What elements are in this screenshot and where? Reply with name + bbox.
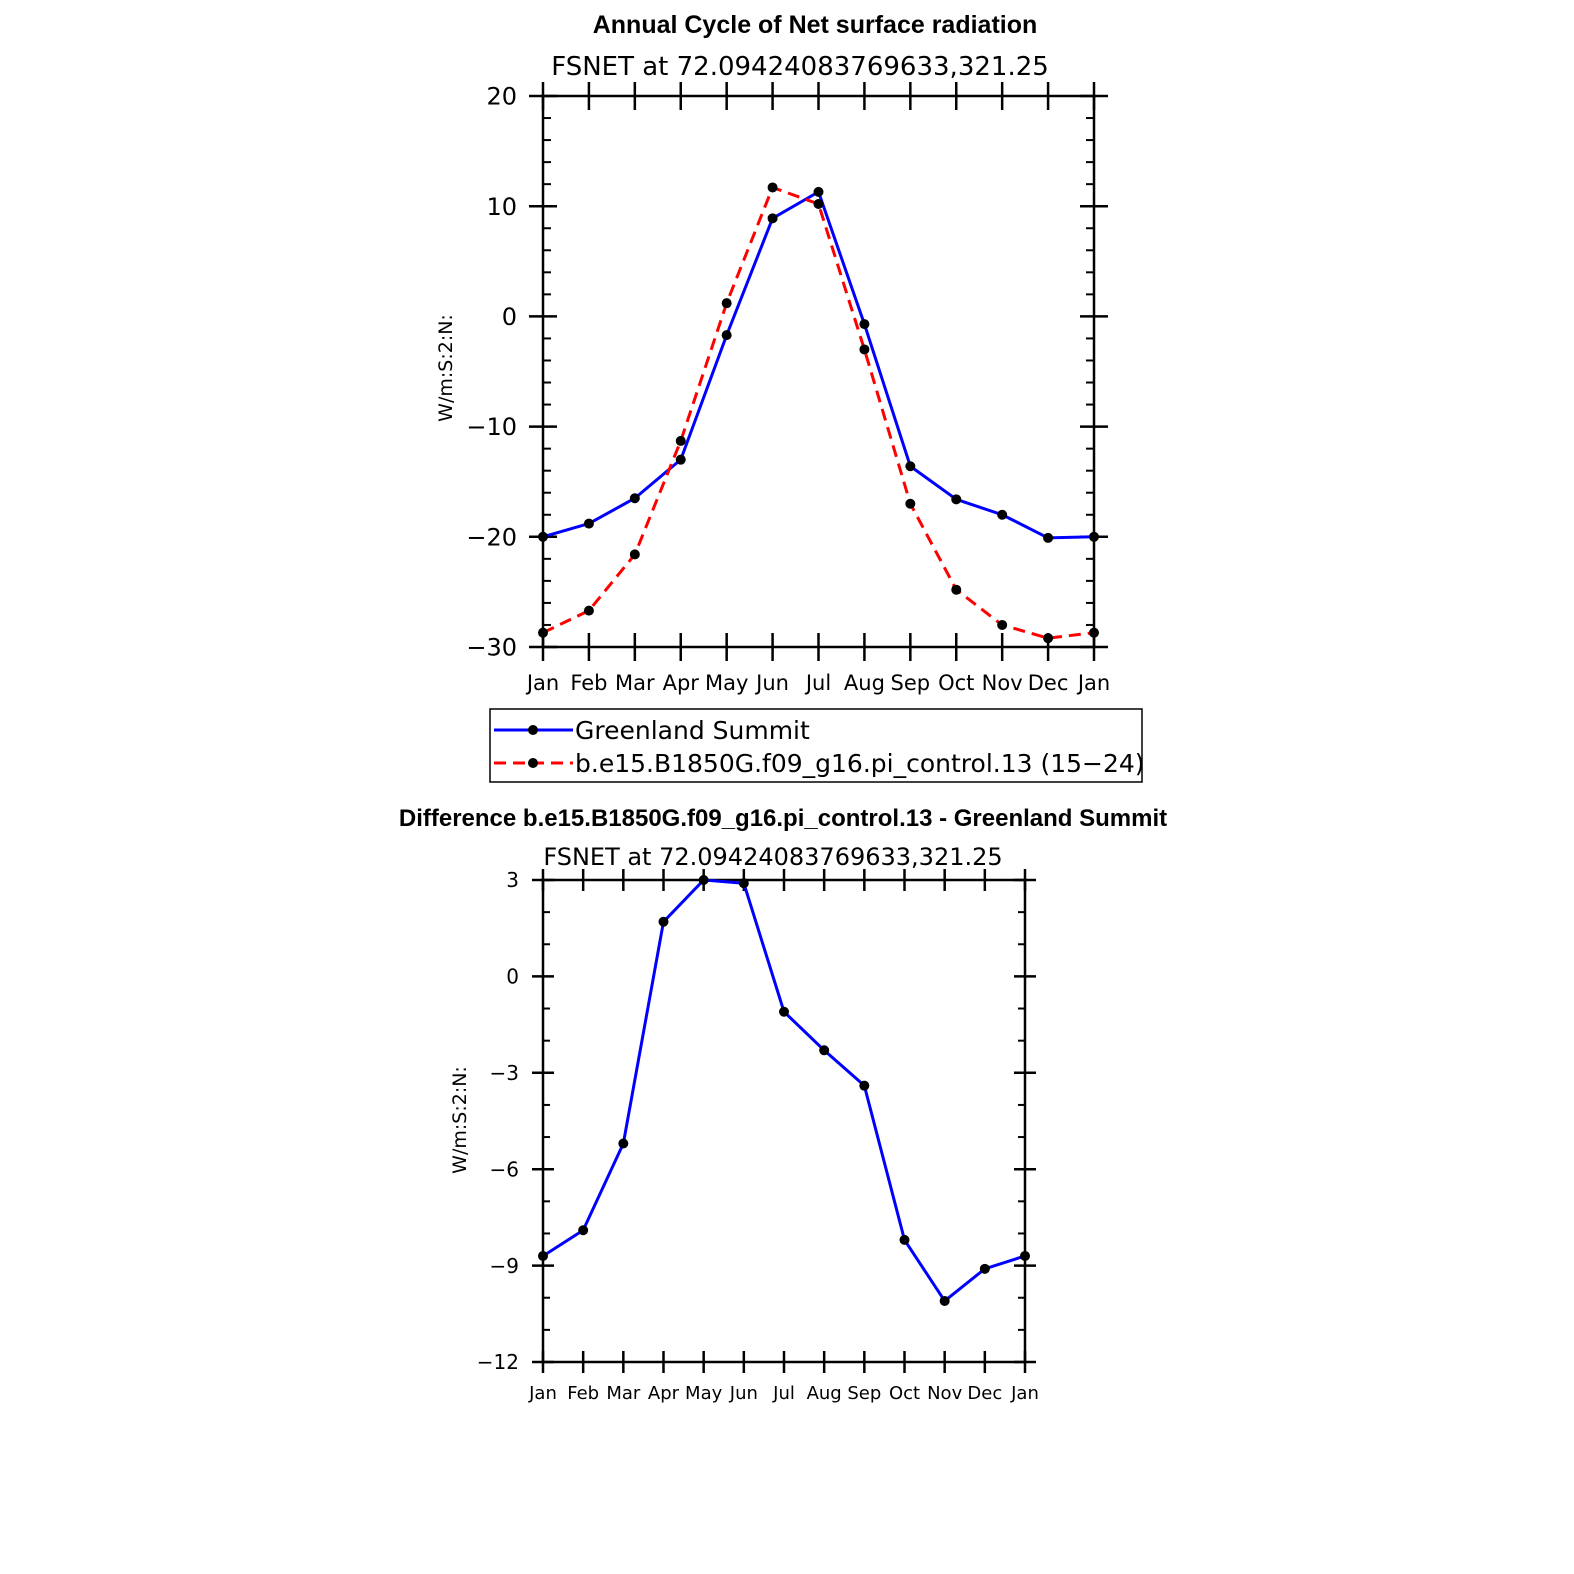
chart-2-title: Difference b.e15.B1850G.f09_g16.pi_contr… [399,805,1167,832]
data-point-series-1 [538,627,548,638]
data-point-series-0 [859,319,870,330]
y-tick-label: −12 [477,1350,519,1374]
data-point-series-0 [813,186,824,197]
data-point-series-0 [939,1295,950,1306]
chart-1-subtitle: FSNET at 72.09424083769633,321.25 [551,52,1049,82]
data-point-series-0 [721,330,732,341]
data-point-series-0 [1020,1250,1030,1261]
y-tick-label: −6 [490,1157,519,1181]
y-tick-label: −20 [466,523,517,551]
data-point-series-1 [905,498,916,509]
x-tick-label: Jan [1076,671,1110,695]
x-tick-label: Aug [844,671,885,695]
data-point-series-0 [979,1263,990,1274]
chart-1-title: Annual Cycle of Net surface radiation [593,11,1038,39]
data-point-series-1 [813,198,824,209]
y-tick-label: −9 [490,1254,519,1278]
data-point-series-0 [819,1045,830,1056]
data-point-series-1 [859,344,870,355]
data-point-series-0 [629,493,640,504]
x-tick-label: Mar [606,1383,641,1404]
x-tick-label: May [685,1383,723,1404]
series-line-0 [542,190,1095,540]
plot-frame [541,878,1027,1364]
x-tick-label: Sep [847,1383,881,1404]
data-point-series-1 [997,619,1008,630]
data-point-series-0 [583,518,594,529]
data-point-series-0 [618,1138,629,1149]
x-tick-label: Apr [663,671,700,695]
x-tick-label: Oct [938,671,974,695]
data-point-series-0 [997,509,1008,520]
chart-2-subtitle: FSNET at 72.09424083769633,321.25 [543,843,1002,871]
x-tick-label: Dec [1028,671,1069,695]
data-point-series-0 [538,1250,548,1261]
x-tick-label: Jul [772,1383,795,1404]
data-point-series-0 [951,494,962,505]
data-point-series-0 [899,1234,910,1245]
data-point-series-1 [1043,633,1054,644]
y-tick-label: 20 [486,83,517,111]
x-tick-label: Feb [570,671,607,695]
y-tick-label: −10 [466,413,517,441]
x-tick-label: Jan [1010,1383,1039,1404]
series-line-0 [542,878,1026,1303]
x-tick-label: Apr [648,1383,680,1404]
legend-box [489,708,1143,783]
x-tick-label: Jan [525,671,559,695]
data-point-series-1 [721,298,732,309]
data-point-series-0 [658,916,669,927]
data-point-series-0 [538,531,548,542]
y-tick-label: 0 [502,303,517,331]
data-point-series-0 [578,1225,589,1236]
legend-marker-control [528,758,538,768]
x-tick-label: Aug [807,1383,842,1404]
data-point-series-0 [1043,532,1054,543]
data-point-series-1 [629,549,640,560]
y-tick-label: −3 [490,1061,519,1085]
x-tick-label: Jul [804,671,831,695]
x-tick-label: Jun [729,1383,758,1404]
legend-marker-greenland-summit [528,725,538,735]
x-tick-label: Nov [927,1383,962,1404]
x-tick-label: Sep [891,671,931,695]
chart-1-legend: Greenland Summit b.e15.B1850G.f09_g16.pi… [489,708,1145,783]
chart-1-ylabel: W/m:S:2:N: [435,314,457,422]
x-tick-label: Jan [528,1383,557,1404]
chart-1-plot: Jan Feb Mar Apr May Jun Jul Aug Sep Oct Nov Dec Jan 2… [466,82,1110,695]
series-line-1 [542,185,1095,640]
data-point-series-0 [779,1006,789,1017]
data-point-series-0 [859,1080,870,1091]
data-point-series-1 [675,435,686,446]
x-tick-label: May [705,671,748,695]
data-point-series-0 [738,878,749,889]
x-tick-label: Oct [889,1383,920,1404]
chart-2-plot: Jan Feb Mar Apr May Jun Jul Aug Sep Oct Nov Dec Jan 3… [477,868,1039,1404]
y-tick-label: 0 [506,965,519,989]
y-tick-label: 3 [506,868,519,892]
data-point-series-0 [675,454,686,465]
legend-label-control: b.e15.B1850G.f09_g16.pi_control.13 (15−2… [575,749,1145,778]
y-tick-label: −30 [466,634,517,662]
x-tick-label: Feb [567,1383,599,1404]
x-tick-label: Nov [982,671,1023,695]
plot-frame [541,94,1096,649]
chart-2-ylabel: W/m:S:2:N: [449,1066,471,1174]
data-point-series-1 [767,182,778,193]
y-tick-label: 10 [486,193,517,221]
data-point-series-0 [767,213,778,224]
data-point-series-0 [698,875,709,885]
x-tick-label: Jun [754,671,789,695]
data-point-series-0 [905,461,916,472]
data-point-series-1 [583,605,594,616]
x-tick-label: Mar [615,671,655,695]
x-tick-label: Dec [967,1383,1002,1404]
data-point-series-1 [951,584,962,595]
data-point-series-1 [1089,627,1099,638]
data-point-series-0 [1089,531,1099,542]
legend-label-greenland-summit: Greenland Summit [575,716,810,745]
